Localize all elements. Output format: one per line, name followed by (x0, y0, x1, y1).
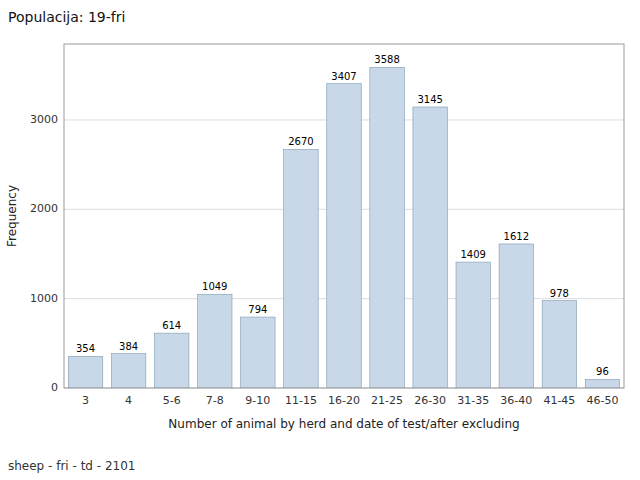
x-axis: 3 4 5-6 7-8 9-10 11-15 16-20 21-25 26-30 31-35 36-… (82, 394, 618, 407)
x-tick-label: 5-6 (163, 394, 181, 407)
y-tick-label: 0 (51, 381, 58, 394)
data-label: 614 (162, 320, 181, 331)
x-tick-label: 31-35 (457, 394, 489, 407)
bar (154, 333, 188, 388)
bar (327, 84, 361, 388)
data-label: 3588 (374, 54, 399, 65)
plot-frame (64, 44, 624, 388)
bars (68, 67, 619, 388)
title: Populacija: 19-fri (8, 9, 125, 25)
bar (198, 294, 232, 388)
data-label: 96 (596, 366, 609, 377)
data-label: 1049 (202, 281, 227, 292)
footer: sheep - fri - td - 2101 (8, 459, 135, 473)
data-label: 3407 (331, 71, 356, 82)
x-tick-label: 4 (125, 394, 132, 407)
x-tick-label: 36-40 (500, 394, 532, 407)
data-label: 384 (119, 341, 138, 352)
x-tick-label: 11-15 (285, 394, 317, 407)
y-tick-label: 1000 (30, 292, 58, 305)
chart: 354 384 614 1049 794 2670 3407 3588 3145 1409 1612… (0, 0, 640, 480)
x-tick-label: 9-10 (245, 394, 270, 407)
y-tick-label: 3000 (30, 113, 58, 126)
bar (499, 244, 533, 388)
x-tick-label: 16-20 (328, 394, 360, 407)
bar (241, 317, 275, 388)
bar (456, 262, 490, 388)
data-label: 3145 (417, 94, 442, 105)
data-label: 978 (550, 288, 569, 299)
data-label: 1612 (504, 231, 529, 242)
bar (542, 301, 576, 388)
data-label: 1409 (461, 249, 486, 260)
x-axis-label: Number of animal by herd and date of tes… (168, 417, 519, 431)
y-axis-label: Frequency (5, 185, 19, 247)
y-tick-label: 2000 (30, 202, 58, 215)
data-label: 794 (248, 304, 267, 315)
x-tick-label: 41-45 (543, 394, 575, 407)
x-tick-label: 3 (82, 394, 89, 407)
bar (284, 149, 318, 388)
bar (585, 379, 619, 388)
x-tick-label: 46-50 (586, 394, 618, 407)
bar (68, 356, 102, 388)
x-tick-label: 26-30 (414, 394, 446, 407)
y-axis: 0 1000 2000 3000 (30, 113, 58, 394)
data-label: 2670 (288, 136, 313, 147)
bar (370, 67, 404, 388)
bar (111, 354, 145, 388)
data-labels: 354 384 614 1049 794 2670 3407 3588 3145 1409 1612… (76, 54, 609, 377)
x-tick-label: 21-25 (371, 394, 403, 407)
data-label: 354 (76, 343, 95, 354)
x-tick-label: 7-8 (206, 394, 224, 407)
bar (413, 107, 447, 388)
